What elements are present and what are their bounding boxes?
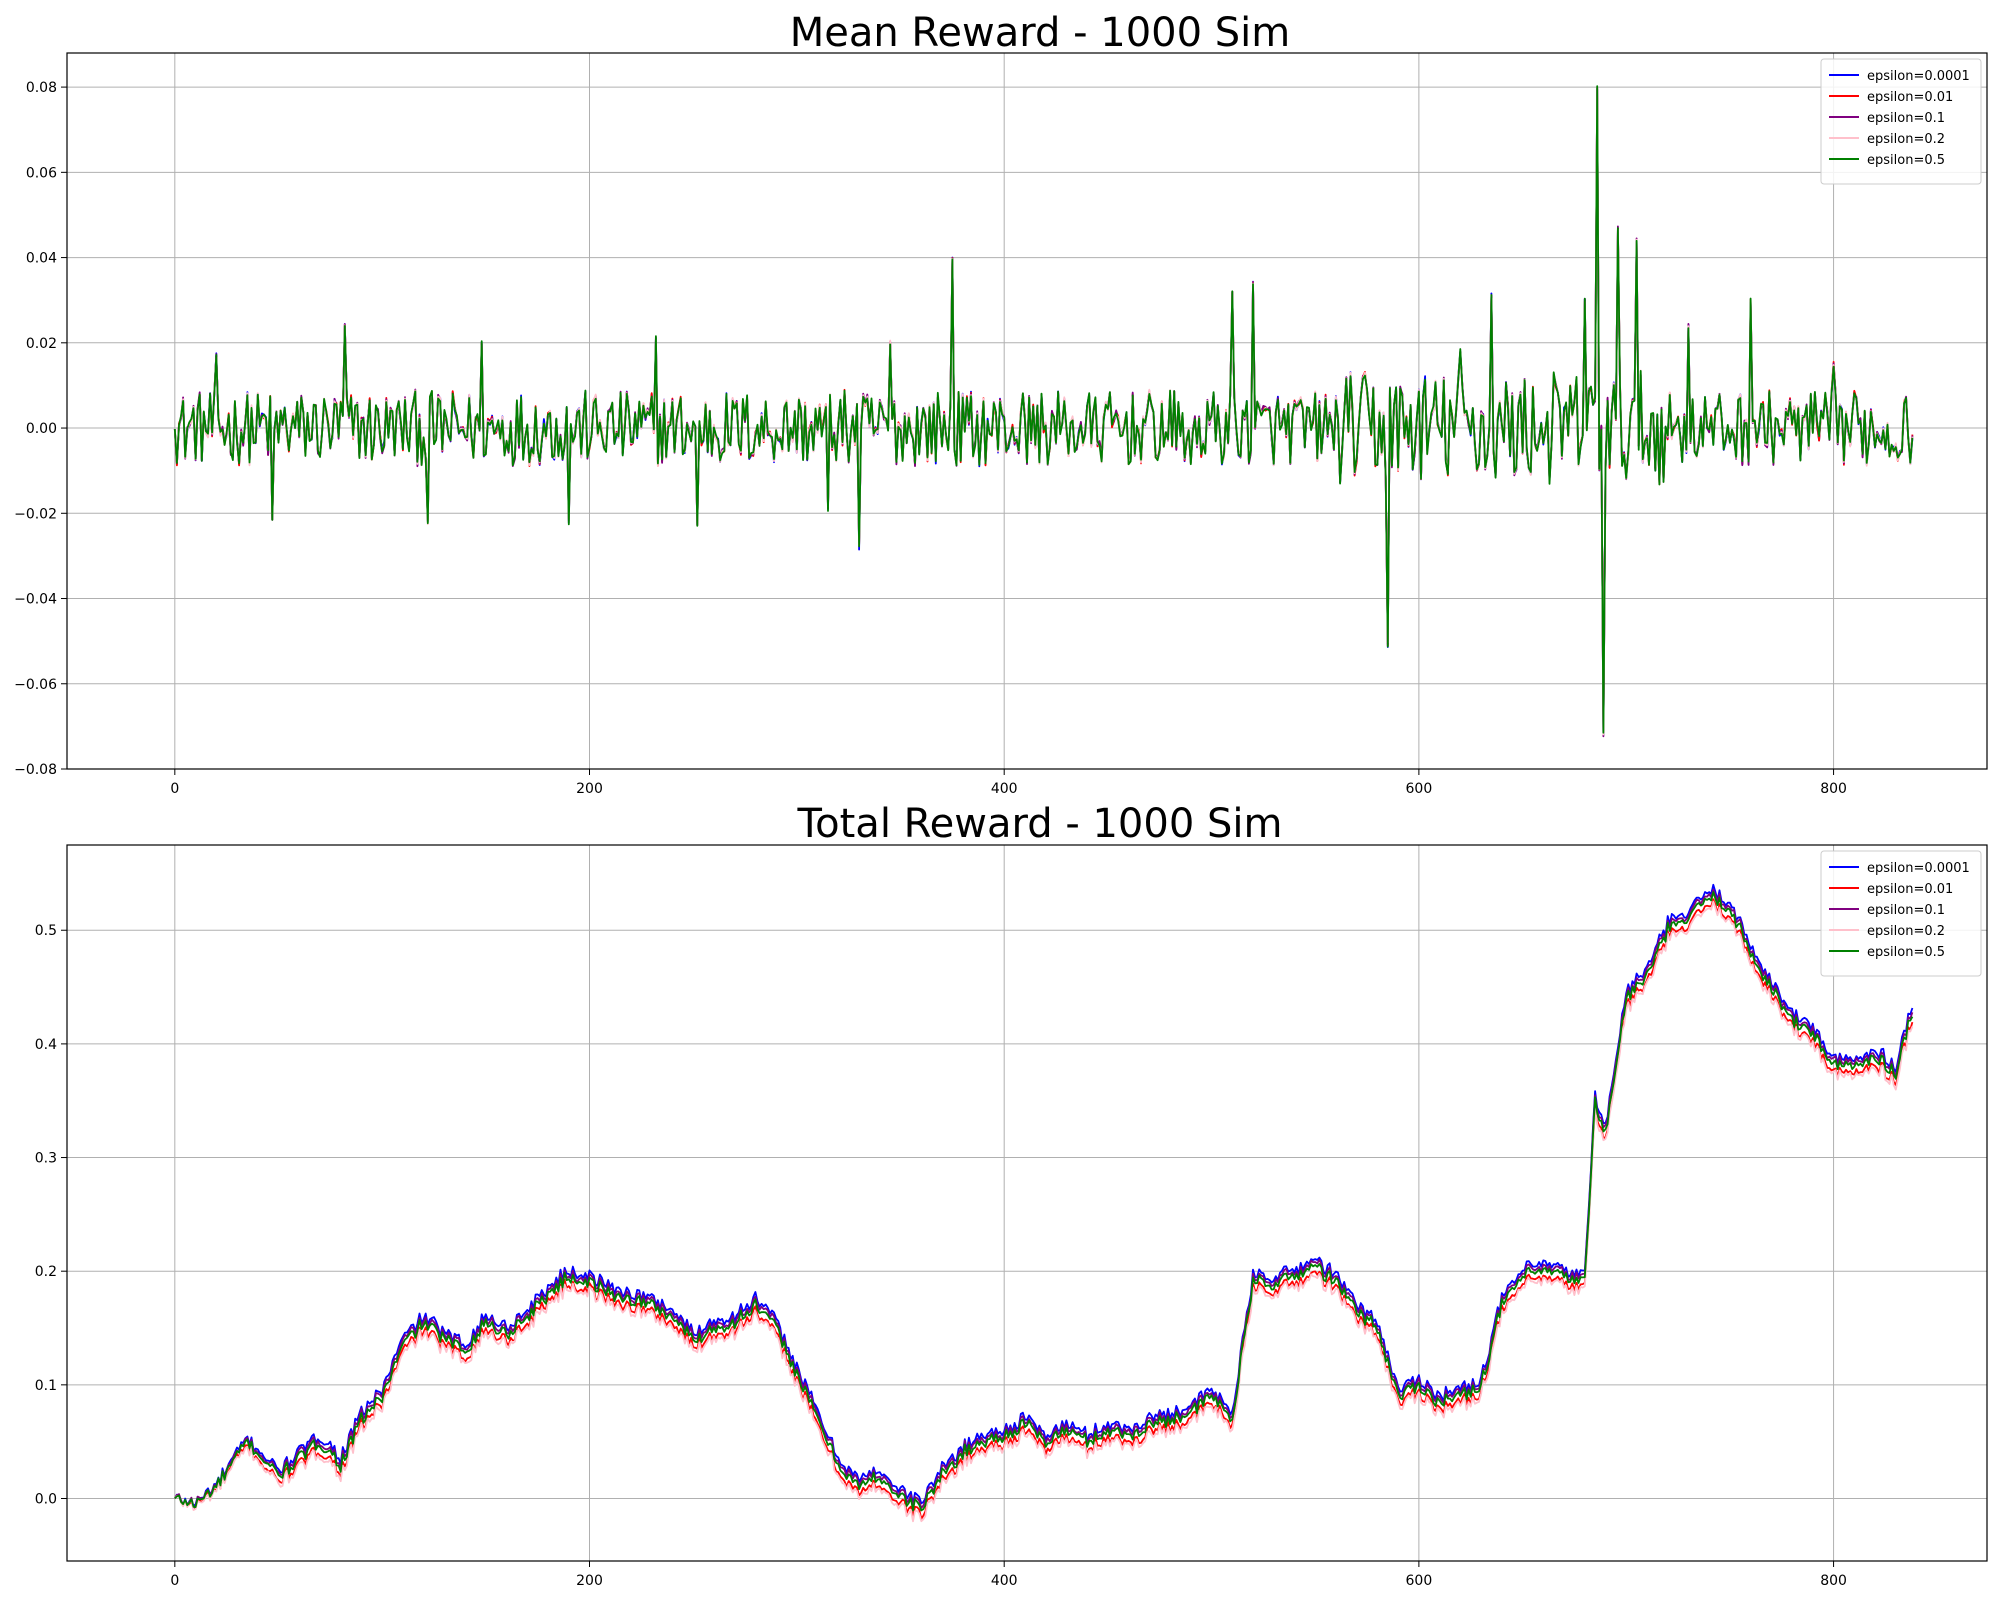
chart-title: Total Reward - 1000 Sim (797, 801, 1283, 847)
legend-label: epsilon=0.01 (1867, 882, 1953, 897)
y-tick-label: 0.08 (26, 80, 57, 96)
total-reward-chart: Total Reward - 1000 Sim 0 200 400 600 800 0.0… (35, 801, 1988, 1589)
plot-frame (66, 52, 1988, 770)
y-tick-label: −0.04 (14, 592, 57, 608)
y-tick-label: −0.02 (14, 506, 57, 522)
legend-label: epsilon=0.0001 (1867, 69, 1970, 84)
y-tick-label: 0.04 (26, 251, 57, 267)
legend-box (1820, 850, 1982, 977)
y-tick-label: 0.4 (35, 1037, 57, 1053)
legend-label: epsilon=0.5 (1867, 945, 1945, 960)
series-line-epsilon-0-01 (174, 898, 1914, 1520)
series-line-epsilon-0-2 (173, 86, 1914, 736)
y-tick-label: −0.06 (14, 677, 57, 693)
x-tick-label: 400 (991, 781, 1018, 797)
x-tick-label: 400 (991, 1573, 1018, 1589)
x-tick-label: 200 (576, 781, 603, 797)
legend-label: epsilon=0.01 (1867, 90, 1953, 105)
x-tick-label: 0 (170, 781, 179, 797)
series-line-epsilon-0-0001 (173, 88, 1914, 736)
x-tick-label: 600 (1406, 781, 1433, 797)
y-tick-label: 0.1 (35, 1378, 57, 1394)
legend-label: epsilon=0.2 (1867, 924, 1945, 939)
mean-reward-chart: Mean Reward - 1000 Sim 0 200 400 600 800 −0.0… (14, 10, 1988, 797)
y-tick-label: 0.3 (35, 1151, 57, 1167)
legend-label: epsilon=0.5 (1867, 153, 1945, 168)
legend-box (1820, 58, 1982, 185)
series-line-epsilon-0-5 (173, 85, 1914, 734)
x-tick-label: 600 (1406, 1573, 1433, 1589)
y-tick-label: 0.06 (26, 165, 57, 181)
y-tick-label: 0.5 (35, 923, 57, 939)
legend-label: epsilon=0.0001 (1867, 861, 1970, 876)
legend-label: epsilon=0.2 (1867, 132, 1945, 147)
series-line-epsilon-0-5 (174, 891, 1914, 1512)
legend-label: epsilon=0.1 (1867, 111, 1945, 126)
series-line-epsilon-0-01 (173, 87, 1914, 734)
y-tick-label: 0.2 (35, 1264, 57, 1280)
x-tick-label: 800 (1820, 1573, 1847, 1589)
y-tick-label: 0.0 (35, 1491, 57, 1507)
series-line-epsilon-0-1 (174, 888, 1914, 1509)
series-line-epsilon-0-1 (173, 86, 1914, 738)
series-line-epsilon-0-0001 (174, 883, 1914, 1507)
x-tick-label: 0 (170, 1573, 179, 1589)
y-tick-label: 0.00 (26, 421, 57, 437)
plot-frame (66, 844, 1988, 1562)
x-tick-label: 800 (1820, 781, 1847, 797)
y-tick-label: −0.08 (14, 762, 57, 778)
chart-title: Mean Reward - 1000 Sim (790, 10, 1291, 56)
x-tick-label: 200 (576, 1573, 603, 1589)
series-line-epsilon-0-2 (174, 900, 1914, 1523)
y-tick-label: 0.02 (26, 336, 57, 352)
legend-label: epsilon=0.1 (1867, 903, 1945, 918)
